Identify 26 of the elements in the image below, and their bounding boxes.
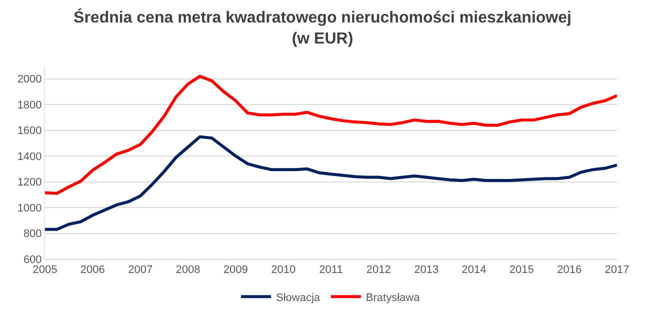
y-tick-label: 1400 <box>17 150 42 163</box>
x-tick-label: 2007 <box>128 264 153 276</box>
y-tick-label: 600 <box>23 254 42 266</box>
chart-title: Średnia cena metra kwadratowego nieruchomości mieszkaniowej (w EUR) <box>74 8 572 48</box>
y-tick-label: 2000 <box>17 74 42 86</box>
x-tick-label: 2014 <box>462 264 486 276</box>
x-tick-label: 2009 <box>223 264 248 276</box>
legend-label: Bratysława <box>366 292 421 304</box>
x-tick-label: 2016 <box>557 264 582 276</box>
x-tick-label: 2006 <box>80 264 105 276</box>
x-tick-label: 2017 <box>604 264 630 276</box>
line-series <box>45 74 617 195</box>
y-tick-label: 800 <box>23 228 42 240</box>
y-tick-label: 1600 <box>17 125 42 138</box>
x-tick-label: 2013 <box>414 264 439 276</box>
x-tick-label: 2012 <box>366 264 391 276</box>
y-tick-label: 1000 <box>17 202 42 214</box>
line-series <box>45 135 617 231</box>
y-tick-label: 1800 <box>17 99 42 112</box>
x-tick-label: 2011 <box>319 264 343 276</box>
legend-label: Słowacja <box>276 292 321 304</box>
x-tick-label: 2005 <box>32 264 58 276</box>
x-tick-label: 2008 <box>176 264 200 276</box>
x-tick-label: 2015 <box>509 264 534 276</box>
x-tick-label: 2010 <box>271 264 296 276</box>
y-tick-label: 1200 <box>17 176 42 189</box>
